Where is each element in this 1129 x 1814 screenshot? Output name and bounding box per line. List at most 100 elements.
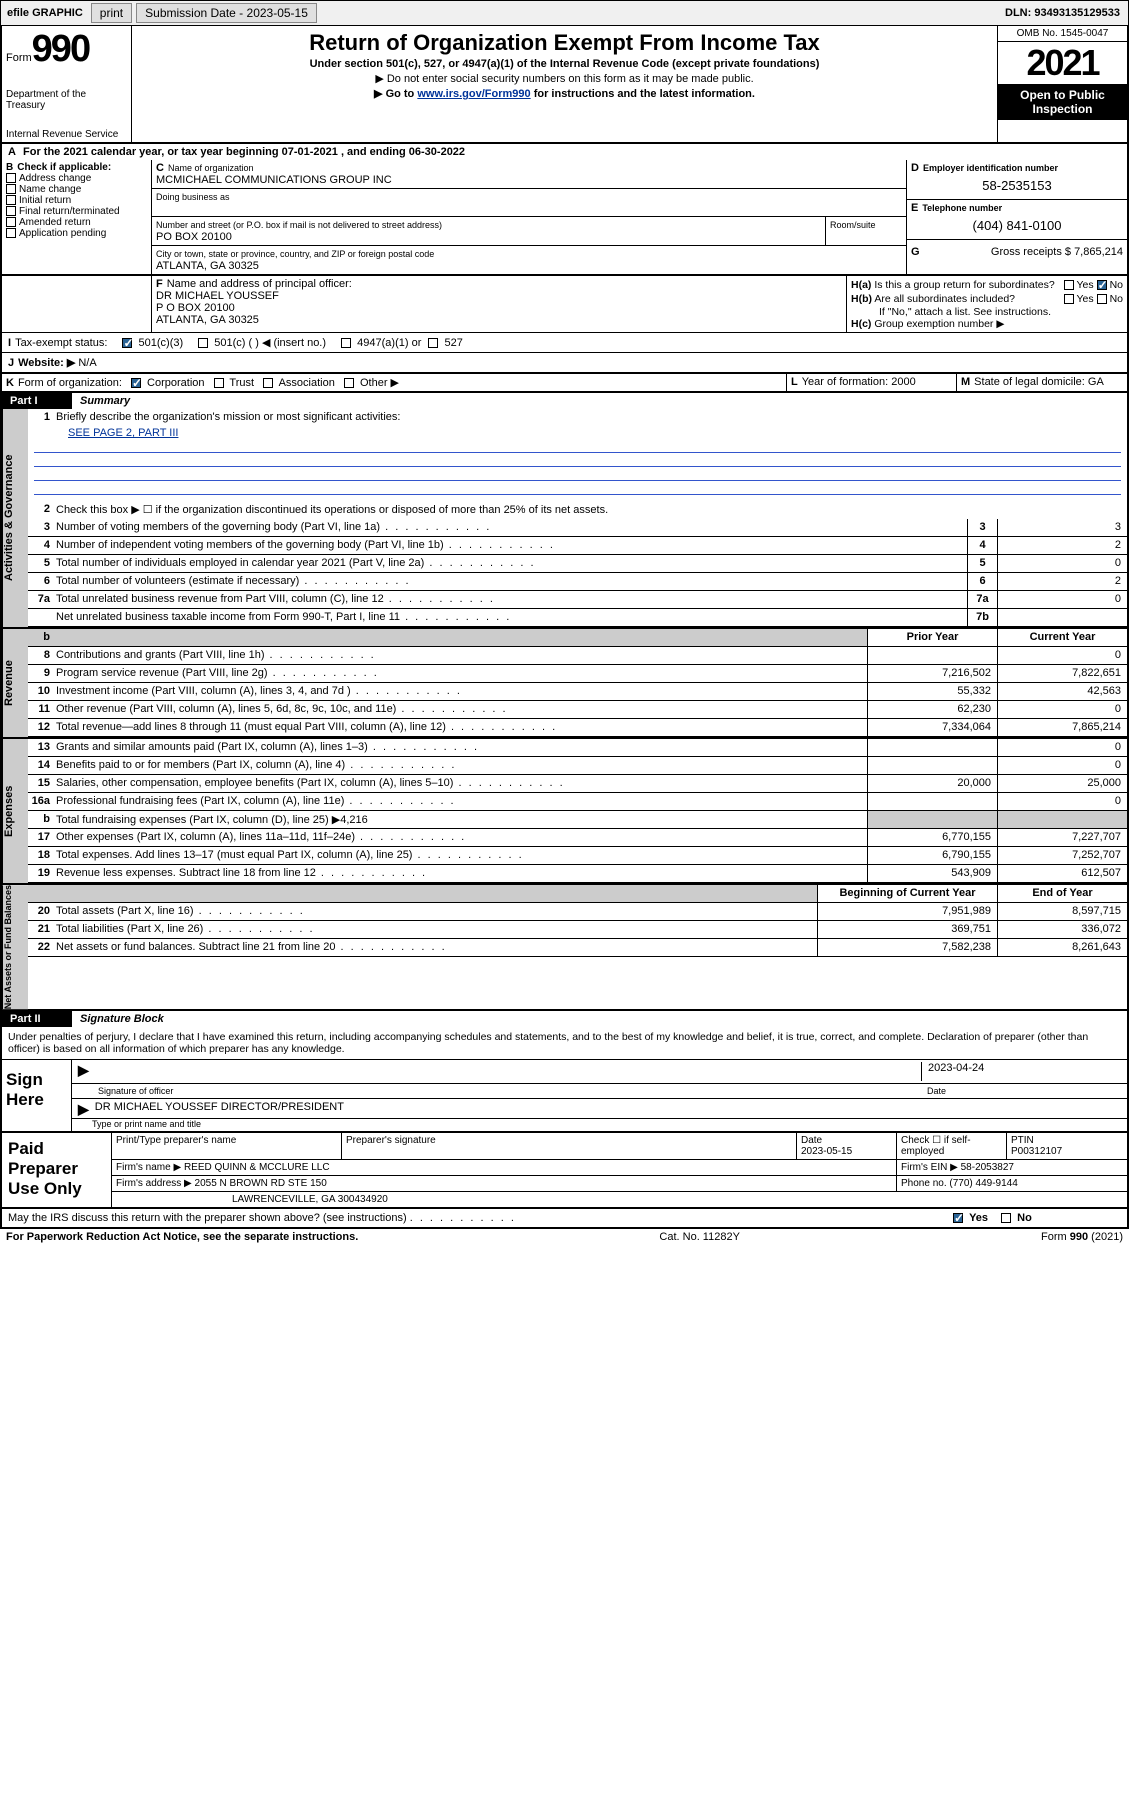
revenue-line: 10Investment income (Part VIII, column (… <box>28 683 1127 701</box>
ag-section: Activities & Governance 1 Briefly descri… <box>0 409 1129 629</box>
rev-label: Revenue <box>2 629 28 737</box>
open-public: Open to Public Inspection <box>998 84 1127 120</box>
efile-label: efile GRAPHIC <box>1 7 89 19</box>
ha-no-checkbox[interactable] <box>1097 280 1107 290</box>
mission-link[interactable]: SEE PAGE 2, PART III <box>28 427 1127 439</box>
501c3-checkbox[interactable] <box>122 338 132 348</box>
form-title: Return of Organization Exempt From Incom… <box>136 30 993 56</box>
klm-row: KForm of organization: Corporation Trust… <box>0 374 1129 393</box>
firm-ein: 58-2053827 <box>961 1162 1014 1173</box>
omb-number: OMB No. 1545-0047 <box>998 26 1127 42</box>
ein-value: 58-2535153 <box>911 174 1123 197</box>
bcdeg-block: BCheck if applicable: Address change Nam… <box>0 160 1129 276</box>
footer: For Paperwork Reduction Act Notice, see … <box>0 1229 1129 1245</box>
dept-treasury: Department of the Treasury <box>6 89 127 111</box>
expense-line: 15Salaries, other compensation, employee… <box>28 775 1127 793</box>
section-c: CName of organization MCMICHAEL COMMUNIC… <box>152 160 907 274</box>
revenue-line: 8Contributions and grants (Part VIII, li… <box>28 647 1127 665</box>
summary-line: Net unrelated business taxable income fr… <box>28 609 1127 627</box>
assoc-checkbox[interactable] <box>263 378 273 388</box>
form-number: 990 <box>32 28 89 71</box>
netassets-line: 22Net assets or fund balances. Subtract … <box>28 939 1127 957</box>
print-button[interactable]: print <box>91 3 132 23</box>
footer-right: Form 990 (2021) <box>1041 1231 1123 1243</box>
sign-here-label: Sign Here <box>2 1060 72 1131</box>
expense-line: 16aProfessional fundraising fees (Part I… <box>28 793 1127 811</box>
section-d-e-g: DEmployer identification number 58-25351… <box>907 160 1127 274</box>
trust-checkbox[interactable] <box>214 378 224 388</box>
irs-link[interactable]: www.irs.gov/Form990 <box>417 88 530 100</box>
amended-return-checkbox[interactable] <box>6 217 16 227</box>
form-header: Form 990 Department of the Treasury Inte… <box>0 26 1129 144</box>
corp-checkbox[interactable] <box>131 378 141 388</box>
discuss-yes-checkbox[interactable] <box>953 1213 963 1223</box>
initial-return-checkbox[interactable] <box>6 195 16 205</box>
footer-mid: Cat. No. 11282Y <box>659 1231 740 1243</box>
year-formation: 2000 <box>891 376 915 388</box>
section-b: BCheck if applicable: Address change Nam… <box>2 160 152 274</box>
hb-yes-checkbox[interactable] <box>1064 294 1074 304</box>
name-change-checkbox[interactable] <box>6 184 16 194</box>
f-h-block: FName and address of principal officer: … <box>0 276 1129 333</box>
section-a: A <box>8 146 20 158</box>
501c-checkbox[interactable] <box>198 338 208 348</box>
period-row: A For the 2021 calendar year, or tax yea… <box>0 144 1129 160</box>
expense-line: 13Grants and similar amounts paid (Part … <box>28 739 1127 757</box>
prep-date: 2023-05-15 <box>801 1146 852 1157</box>
irs-label: Internal Revenue Service <box>6 129 127 140</box>
form-subtitle-3: ▶ Go to www.irs.gov/Form990 for instruct… <box>136 87 993 100</box>
527-checkbox[interactable] <box>428 338 438 348</box>
ptin-value: P00312107 <box>1011 1146 1062 1157</box>
firm-name: REED QUINN & MCCLURE LLC <box>184 1162 330 1173</box>
officer-sig-name: DR MICHAEL YOUSSEF DIRECTOR/PRESIDENT <box>95 1101 344 1116</box>
submission-date-button[interactable]: Submission Date - 2023-05-15 <box>136 3 317 23</box>
summary-line: 6Total number of volunteers (estimate if… <box>28 573 1127 591</box>
header-mid: Return of Organization Exempt From Incom… <box>132 26 997 142</box>
part-1-header: Part I Summary <box>0 393 1129 409</box>
4947-checkbox[interactable] <box>341 338 351 348</box>
na-section: Net Assets or Fund Balances Beginning of… <box>0 885 1129 1011</box>
summary-line: 4Number of independent voting members of… <box>28 537 1127 555</box>
summary-line: 7aTotal unrelated business revenue from … <box>28 591 1127 609</box>
state-domicile: GA <box>1088 376 1104 388</box>
officer-name: DR MICHAEL YOUSSEF <box>156 290 279 302</box>
discuss-row: May the IRS discuss this return with the… <box>0 1209 1129 1229</box>
ag-label: Activities & Governance <box>2 409 28 627</box>
paid-preparer-label: Paid Preparer Use Only <box>2 1133 112 1207</box>
website-value: N/A <box>78 357 96 369</box>
revenue-line: 9Program service revenue (Part VIII, lin… <box>28 665 1127 683</box>
rev-section: Revenue b Prior Year Current Year 8Contr… <box>0 629 1129 739</box>
toolbar: efile GRAPHIC print Submission Date - 20… <box>0 0 1129 26</box>
exp-section: Expenses 13Grants and similar amounts pa… <box>0 739 1129 885</box>
form-subtitle-1: Under section 501(c), 527, or 4947(a)(1)… <box>136 58 993 70</box>
sig-date-val: 2023-04-24 <box>921 1062 1121 1081</box>
arrow-icon: ▶ <box>78 1062 95 1081</box>
na-label: Net Assets or Fund Balances <box>2 885 28 1009</box>
tax-year: 2021 <box>998 42 1127 84</box>
org-name: MCMICHAEL COMMUNICATIONS GROUP INC <box>156 174 392 186</box>
sig-declaration: Under penalties of perjury, I declare th… <box>2 1027 1127 1059</box>
expense-line: 14Benefits paid to or for members (Part … <box>28 757 1127 775</box>
dln-label: DLN: 93493135129533 <box>1005 7 1128 19</box>
footer-left: For Paperwork Reduction Act Notice, see … <box>6 1231 358 1243</box>
firm-addr2: LAWRENCEVILLE, GA 300434920 <box>112 1192 1127 1207</box>
netassets-line: 21Total liabilities (Part X, line 26)369… <box>28 921 1127 939</box>
signature-block: Under penalties of perjury, I declare th… <box>0 1027 1129 1133</box>
firm-addr1: 2055 N BROWN RD STE 150 <box>195 1178 327 1189</box>
app-pending-checkbox[interactable] <box>6 228 16 238</box>
revenue-line: 12Total revenue—add lines 8 through 11 (… <box>28 719 1127 737</box>
form-subtitle-2: ▶ Do not enter social security numbers o… <box>136 72 993 85</box>
header-left: Form 990 Department of the Treasury Inte… <box>2 26 132 142</box>
arrow-icon: ▶ <box>78 1101 95 1116</box>
expense-line: bTotal fundraising expenses (Part IX, co… <box>28 811 1127 829</box>
ha-yes-checkbox[interactable] <box>1064 280 1074 290</box>
discuss-no-checkbox[interactable] <box>1001 1213 1011 1223</box>
addr-change-checkbox[interactable] <box>6 173 16 183</box>
phone-value: (404) 841-0100 <box>911 214 1123 237</box>
hb-no-checkbox[interactable] <box>1097 294 1107 304</box>
final-return-checkbox[interactable] <box>6 206 16 216</box>
other-checkbox[interactable] <box>344 378 354 388</box>
summary-line: 5Total number of individuals employed in… <box>28 555 1127 573</box>
city-state-zip: ATLANTA, GA 30325 <box>156 260 259 272</box>
preparer-block: Paid Preparer Use Only Print/Type prepar… <box>0 1133 1129 1209</box>
